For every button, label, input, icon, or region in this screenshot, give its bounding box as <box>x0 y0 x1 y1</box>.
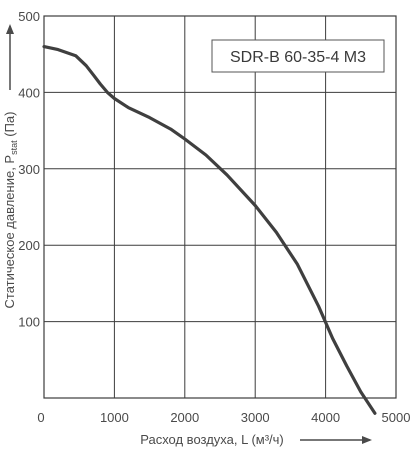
x-tick-label: 3000 <box>241 410 270 425</box>
y-axis-title: Статическое давление, Pstat (Па) <box>2 112 19 309</box>
x-axis-label: Расход воздуха, L (м³/ч) <box>140 432 284 447</box>
y-tick-label: 400 <box>18 85 40 100</box>
x-tick-label: 4000 <box>311 410 340 425</box>
x-tick-label: 1000 <box>100 410 129 425</box>
chart-title: SDR-B 60-35-4 M3 <box>230 49 366 66</box>
x-tick-label: 0 <box>37 410 44 425</box>
plot-area <box>42 15 397 415</box>
y-tick-labels: 100 200 300 400 500 <box>18 9 40 330</box>
x-tick-label: 2000 <box>170 410 199 425</box>
legend-box: SDR-B 60-35-4 M3 <box>211 39 385 73</box>
y-axis-label: Статическое давление, Pstat (Па) <box>2 112 19 309</box>
plot-frame <box>43 15 397 399</box>
x-tick-labels: 0 1000 2000 3000 4000 5000 <box>37 410 410 425</box>
y-tick-label: 100 <box>18 315 40 330</box>
y-tick-label: 500 <box>18 9 40 24</box>
title-box <box>211 39 385 73</box>
series-line <box>42 45 377 415</box>
y-axis-label-subscript: stat <box>9 140 19 155</box>
y-tick-label: 200 <box>18 238 40 253</box>
x-axis-title: Расход воздуха, L (м³/ч) <box>140 432 372 447</box>
x-tick-label: 5000 <box>382 410 411 425</box>
y-tick-label: 300 <box>18 162 40 177</box>
